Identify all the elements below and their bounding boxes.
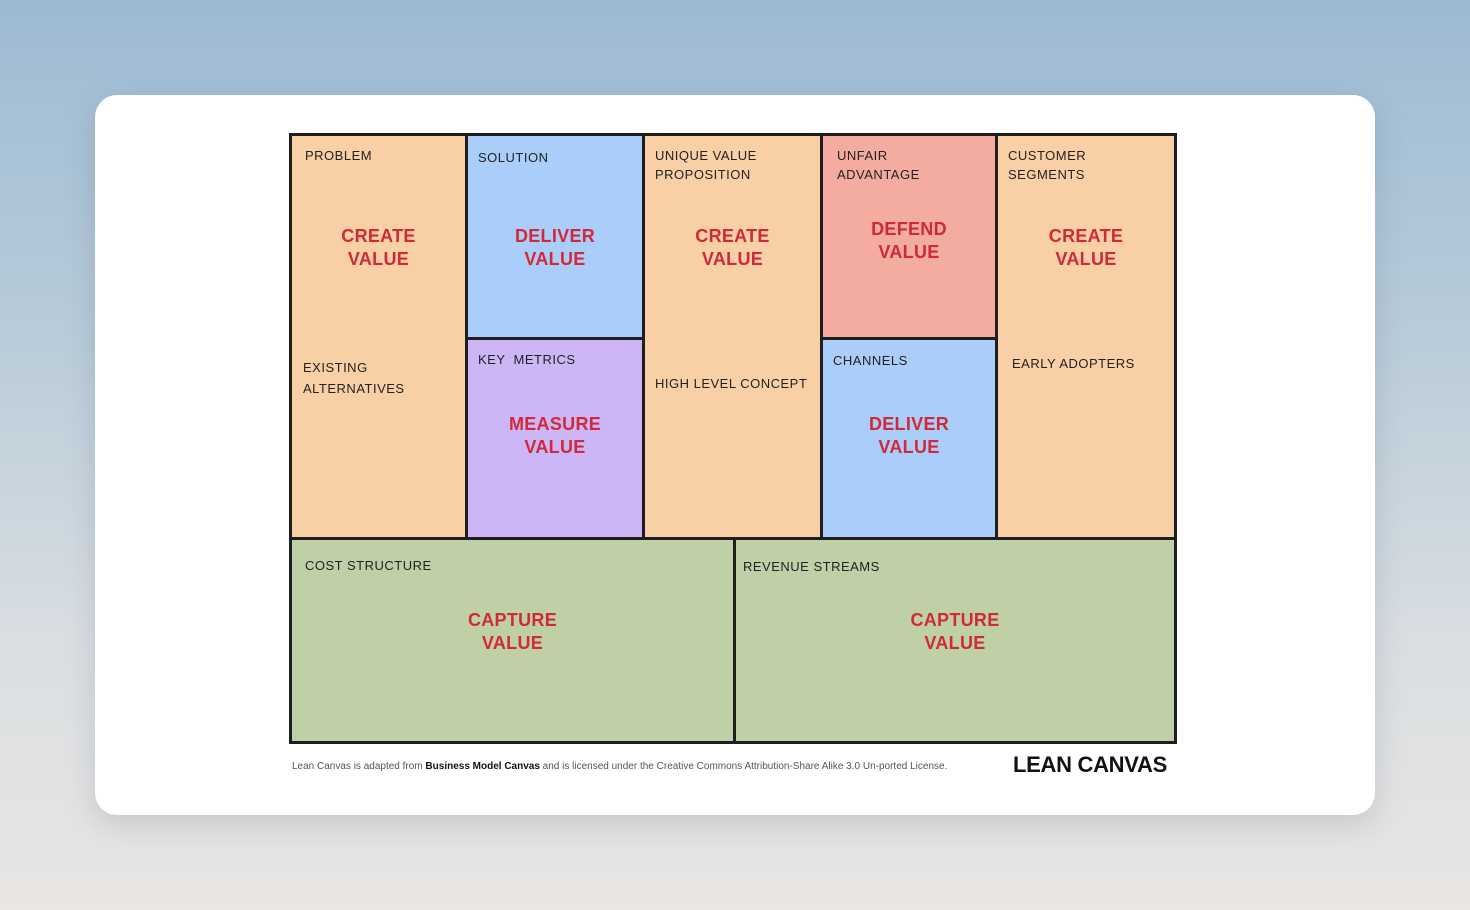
solution-label: SOLUTION [478, 150, 549, 165]
license-note-prefix: Lean Canvas is adapted from [292, 761, 426, 772]
unfair-advantage-block: UNFAIR ADVANTAGE DEFEND VALUE [820, 133, 998, 340]
channels-value: DELIVER VALUE [868, 414, 950, 457]
cost-structure-label: COST STRUCTURE [305, 558, 432, 573]
customer-segments-label: CUSTOMER SEGMENTS [1008, 148, 1087, 182]
business-model-canvas-link[interactable]: Business Model Canvas [425, 761, 540, 772]
customer-segments-value: CREATE VALUE [1048, 226, 1124, 269]
existing-alternatives-label: EXISTING ALTERNATIVES [303, 360, 405, 396]
revenue-streams-block: REVENUE STREAMS CAPTURE VALUE [733, 537, 1177, 744]
key-metrics-value: MEASURE VALUE [508, 414, 602, 457]
license-note-suffix: and is licensed under the Creative Commo… [539, 761, 948, 772]
license-note: Lean Canvas is adapted from Business Mod… [292, 761, 947, 772]
unique-value-proposition-block: UNIQUE VALUE PROPOSITION CREATE VALUE HI… [642, 133, 823, 540]
problem-block: PROBLEM CREATE VALUE EXISTING ALTERNATIV… [289, 133, 468, 540]
revenue-streams-value: CAPTURE VALUE [910, 610, 1000, 653]
channels-label: CHANNELS [833, 353, 908, 368]
problem-value: CREATE VALUE [341, 226, 416, 269]
lean-canvas: PROBLEM CREATE VALUE EXISTING ALTERNATIV… [289, 133, 1177, 744]
uvp-label: UNIQUE VALUE PROPOSITION [655, 148, 757, 182]
key-metrics-block: KEY METRICS MEASURE VALUE [465, 337, 645, 540]
cost-structure-value: CAPTURE VALUE [467, 610, 558, 653]
solution-block: SOLUTION DELIVER VALUE [465, 133, 645, 340]
early-adopters-label: EARLY ADOPTERS [1012, 356, 1135, 371]
problem-label: PROBLEM [305, 148, 373, 163]
key-metrics-label: KEY METRICS [478, 352, 576, 367]
channels-block: CHANNELS DELIVER VALUE [820, 337, 998, 540]
high-level-concept-label: HIGH LEVEL CONCEPT [655, 376, 808, 391]
unfair-advantage-label: UNFAIR ADVANTAGE [837, 148, 920, 182]
uvp-value: CREATE VALUE [695, 226, 770, 269]
unfair-advantage-value: DEFEND VALUE [871, 219, 947, 262]
customer-segments-block: CUSTOMER SEGMENTS CREATE VALUE EARLY ADO… [995, 133, 1177, 540]
lean-canvas-logo: LEAN CANVAS [1013, 752, 1167, 777]
solution-value: DELIVER VALUE [514, 226, 596, 269]
cost-structure-block: COST STRUCTURE CAPTURE VALUE [289, 537, 736, 744]
revenue-streams-label: REVENUE STREAMS [743, 559, 880, 574]
